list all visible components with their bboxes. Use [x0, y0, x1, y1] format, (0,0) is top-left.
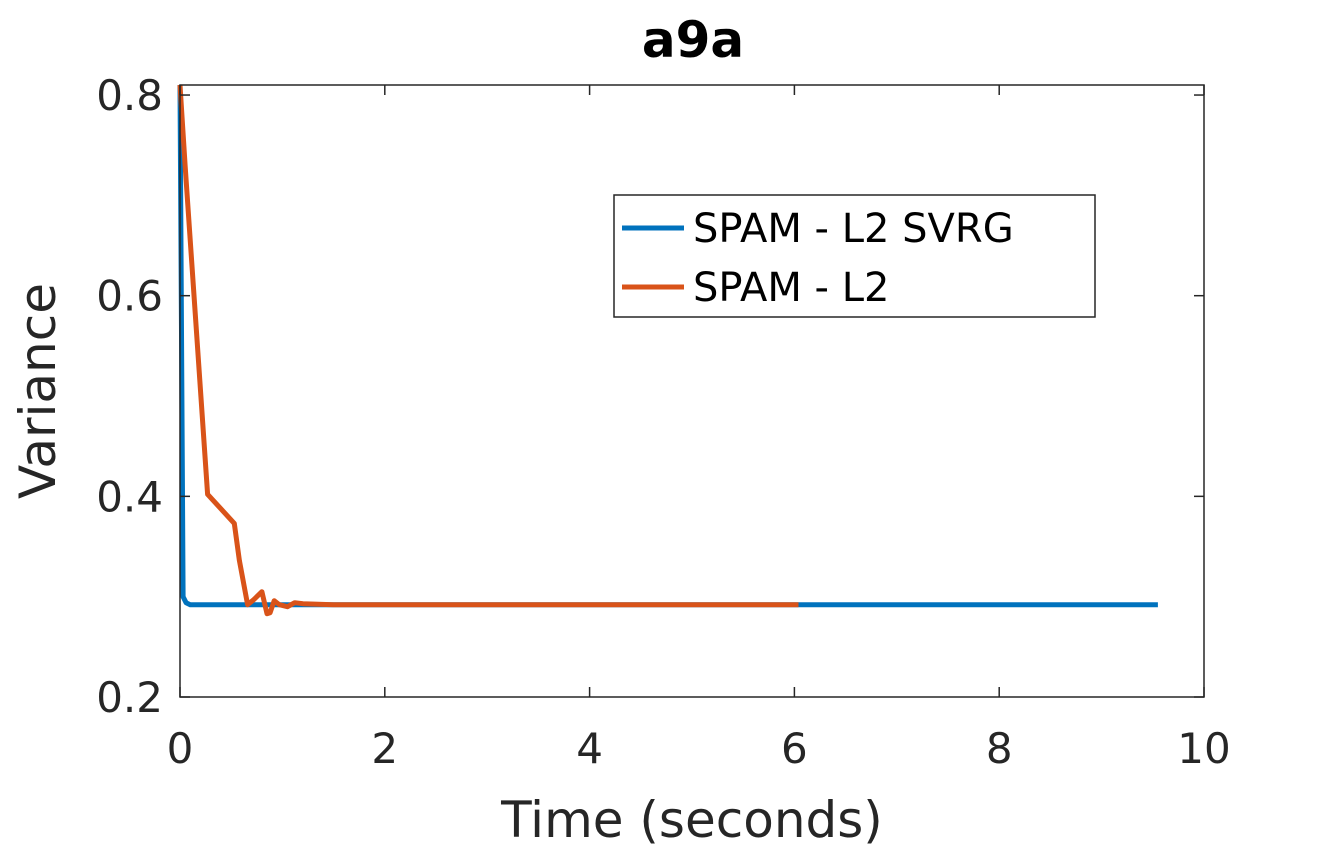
y-tick-label: 0.4 [96, 472, 163, 521]
legend-box [613, 194, 1096, 318]
y-tick-label: 0.2 [96, 673, 163, 722]
legend-label-2: SPAM - L2 [693, 265, 889, 311]
y-tick-label: 0.6 [96, 272, 163, 321]
x-tick-label: 4 [576, 724, 603, 773]
x-tick-label: 6 [781, 724, 808, 773]
x-tick-label: 2 [371, 724, 398, 773]
x-tick-label: 10 [1177, 724, 1230, 773]
legend: SPAM - L2 SVRG SPAM - L2 [613, 194, 1096, 318]
y-tick-label: 0.8 [96, 71, 163, 120]
x-tick-label: 8 [986, 724, 1013, 773]
legend-label-1: SPAM - L2 SVRG [693, 206, 1014, 252]
chart-title: a9a [642, 11, 744, 69]
plot-area [180, 85, 1204, 697]
series-layer [177, 84, 1158, 617]
ticks-layer: 0 2 4 6 8 10 0.2 0.4 0.6 0.8 [96, 71, 1231, 773]
axes-box [179, 84, 1205, 698]
x-tick-label: 0 [167, 724, 194, 773]
y-axis-label: Variance [9, 283, 67, 499]
series-line-1 [177, 84, 1158, 608]
series-line-2 [177, 84, 799, 617]
x-axis-label: Time (seconds) [500, 791, 883, 849]
